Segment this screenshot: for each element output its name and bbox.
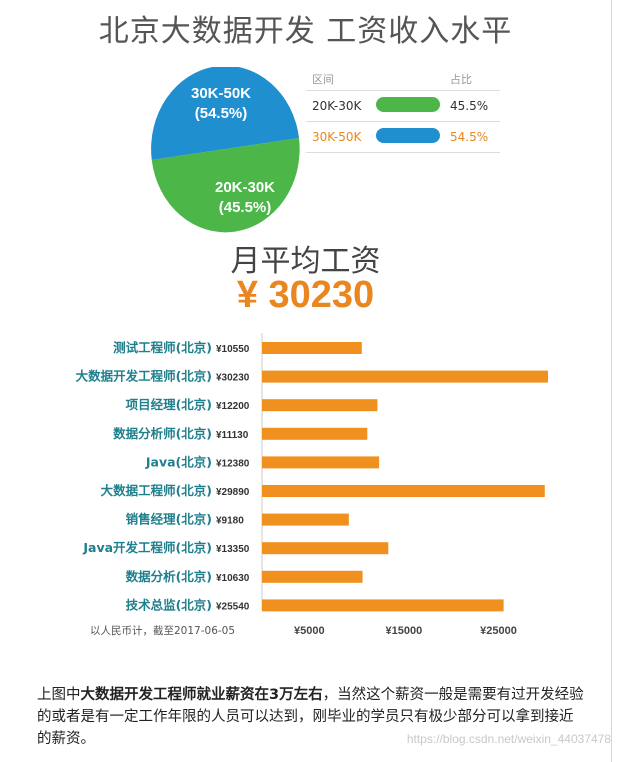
legend-row: 20K-30K 45.5% bbox=[306, 91, 500, 122]
page-title: 北京大数据开发 工资收入水平 bbox=[98, 14, 513, 49]
axis-note: 以人民币计，截至2017-06-05 bbox=[90, 624, 235, 637]
description-text: ，当然这个薪资一般是需要有过开发经验的或者是有一定工作年限的人员可以达到，刚毕业… bbox=[37, 687, 584, 747]
description-highlight: 大数据开发工程师就业薪资在3万左右 bbox=[80, 687, 323, 703]
pie-slice-20k-30k bbox=[151, 138, 300, 233]
legend-swatch bbox=[376, 97, 440, 112]
salary-bar bbox=[262, 542, 389, 555]
bar-value-label: ¥11130 bbox=[216, 430, 249, 441]
salary-bar bbox=[262, 427, 368, 440]
page-border bbox=[611, 0, 612, 762]
category-label: 数据分析师(北京) bbox=[112, 426, 212, 441]
salary-bar-chart: 测试工程师(北京) ¥10550 大数据开发工程师(北京) ¥30230 项目经理(北京… bbox=[76, 333, 548, 637]
bar-value-label: ¥9180 bbox=[216, 516, 244, 527]
description-paragraph: 上图中大数据开发工程师就业薪资在3万左右，当然这个薪资一般是需要有过开发经验的或… bbox=[37, 684, 587, 750]
legend-header: 区间 占比 bbox=[306, 68, 500, 91]
category-label: 大数据开发工程师(北京) bbox=[76, 369, 212, 384]
legend-header-share: 占比 bbox=[450, 73, 472, 86]
salary-bar bbox=[262, 485, 545, 497]
category-label: Java(北京) bbox=[145, 454, 212, 469]
legend-range-label: 20K-30K bbox=[312, 99, 362, 113]
legend-share-value: 54.5% bbox=[450, 130, 489, 144]
category-label: 销售经理(北京) bbox=[126, 512, 212, 527]
salary-pie-chart: 30K-50K (54.5%) 20K-30K (45.5%) bbox=[150, 65, 300, 235]
pie-slice-percent: (45.5%) bbox=[219, 199, 272, 216]
bar-value-label: ¥25540 bbox=[216, 601, 250, 612]
watermark-url: https://blog.csdn.net/weixin_44037478 bbox=[406, 732, 611, 746]
bar-value-label: ¥13350 bbox=[216, 544, 250, 555]
bar-value-label: ¥30230 bbox=[216, 373, 250, 384]
category-label: 测试工程师(北京) bbox=[113, 340, 212, 355]
x-tick-label: ¥25000 bbox=[480, 625, 517, 637]
legend-header-range: 区间 bbox=[312, 73, 334, 86]
category-label: 数据分析(北京) bbox=[125, 569, 212, 584]
salary-bar bbox=[262, 370, 548, 383]
description-text: 上图中 bbox=[37, 687, 81, 703]
salary-bar bbox=[262, 599, 504, 612]
legend-swatch bbox=[376, 128, 440, 143]
legend-row: 30K-50K 54.5% bbox=[306, 122, 500, 153]
x-tick-label: ¥5000 bbox=[294, 625, 325, 637]
x-tick-label: ¥15000 bbox=[386, 625, 423, 637]
bar-value-label: ¥29890 bbox=[216, 487, 250, 498]
pie-slice-label: 20K-30K bbox=[215, 179, 275, 196]
salary-section-title: 月平均工资 bbox=[230, 244, 381, 279]
salary-bar bbox=[262, 513, 349, 526]
pie-slice-label: 30K-50K bbox=[191, 85, 251, 102]
salary-bar bbox=[262, 456, 380, 469]
bar-value-label: ¥12200 bbox=[216, 401, 250, 412]
category-label: 大数据工程师(北京) bbox=[101, 483, 212, 498]
category-label: 技术总监(北京) bbox=[126, 597, 212, 612]
pie-slice-30k-50k bbox=[151, 65, 299, 160]
pie-legend-table: 区间 占比 20K-30K 45.5% 30K-50K 54.5% bbox=[306, 68, 500, 153]
salary-bar bbox=[262, 342, 362, 354]
bar-value-label: ¥12380 bbox=[216, 458, 250, 469]
average-salary-value: ¥ 30230 bbox=[236, 274, 375, 316]
legend-range-label: 30K-50K bbox=[312, 130, 362, 144]
category-label: Java开发工程师(北京) bbox=[82, 540, 212, 555]
legend-share-value: 45.5% bbox=[450, 99, 489, 113]
category-label: 项目经理(北京) bbox=[126, 397, 212, 412]
salary-bar bbox=[262, 399, 378, 412]
bar-value-label: ¥10630 bbox=[216, 573, 250, 584]
salary-bar bbox=[262, 570, 363, 583]
bar-value-label: ¥10550 bbox=[216, 344, 250, 355]
pie-slice-percent: (54.5%) bbox=[195, 105, 248, 122]
